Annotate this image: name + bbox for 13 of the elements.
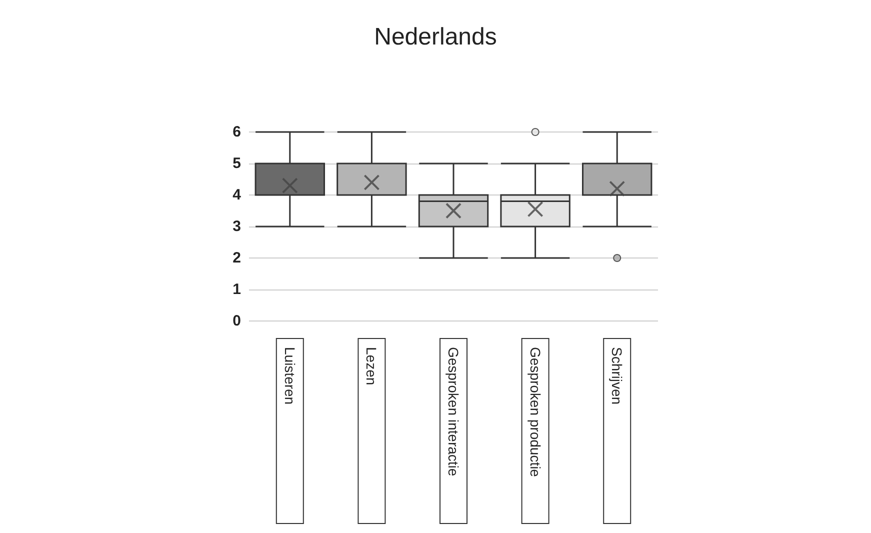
x-tick-label: Gesproken productie (527, 347, 544, 478)
y-tick-label: 5 (232, 155, 241, 172)
chart-title: Nederlands (374, 24, 497, 50)
y-tick-label: 3 (232, 218, 241, 235)
x-tick-label: Schrijven (609, 347, 626, 405)
y-tick-label: 0 (232, 312, 241, 330)
y-tick-label: 1 (232, 281, 241, 298)
y-tick-label: 4 (232, 186, 242, 204)
y-tick-label: 6 (232, 124, 241, 140)
x-tick-label: Luisteren (282, 347, 298, 405)
y-tick-label: 2 (232, 250, 241, 266)
x-tick-label: Gesproken interactie (446, 347, 462, 476)
x-tick-label: Lezen (364, 347, 380, 386)
